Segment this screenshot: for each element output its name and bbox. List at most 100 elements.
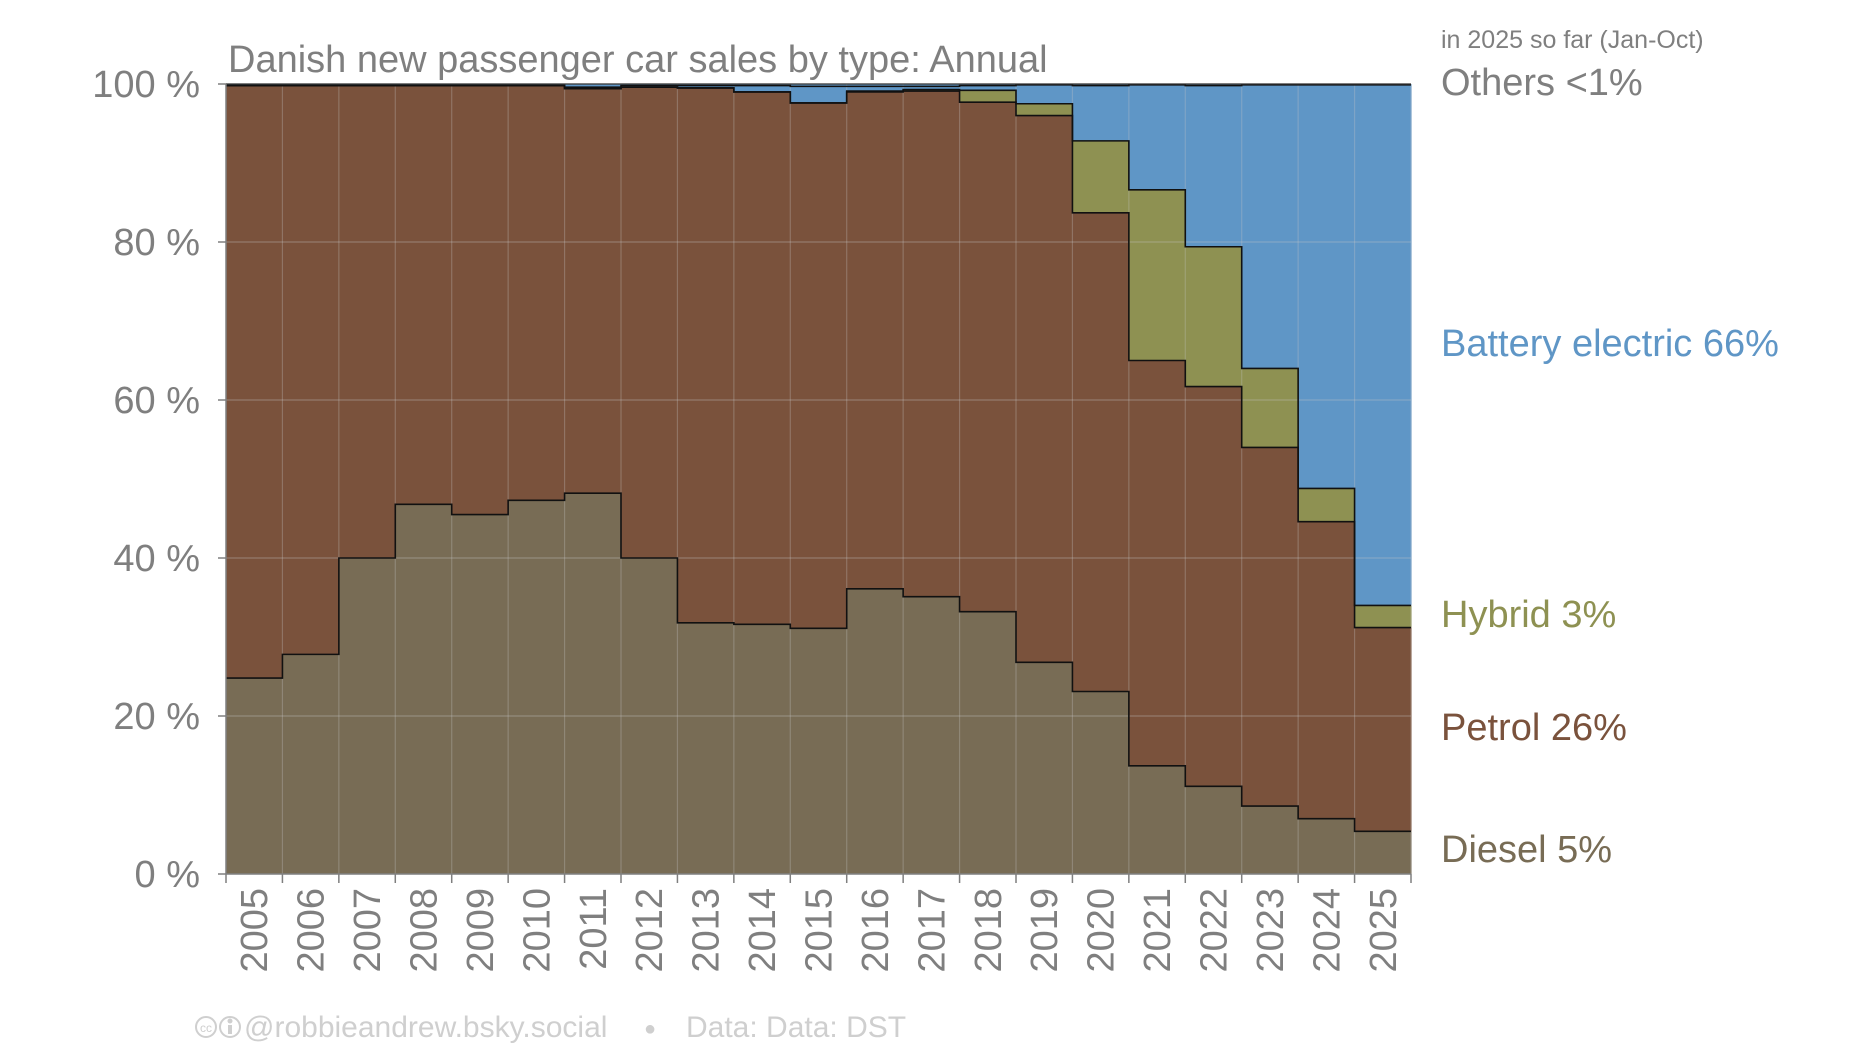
- hybrid-area-2018: [959, 90, 1017, 103]
- x-tick-label-2020: 2020: [1081, 888, 1123, 973]
- petrol-area-2009: [451, 85, 509, 515]
- y-tick-label: 0 %: [135, 854, 200, 896]
- battery-area-2017: [903, 86, 961, 90]
- petrol-area-2005: [226, 85, 284, 679]
- x-tick-label-2008: 2008: [404, 888, 446, 973]
- x-tick-label-2007: 2007: [347, 888, 389, 973]
- diesel-area-2008: [395, 504, 453, 874]
- petrol-area-2022: [1185, 386, 1243, 787]
- x-tick-label-2015: 2015: [799, 888, 841, 973]
- x-tick-label-2025: 2025: [1363, 888, 1405, 973]
- petrol-area-2017: [903, 91, 961, 597]
- footer-source: Data: Data: DST: [686, 1011, 906, 1043]
- diesel-area-2022: [1185, 786, 1243, 874]
- y-tick-label: 100 %: [92, 64, 200, 106]
- petrol-area-2016: [846, 91, 904, 589]
- battery-area-2020: [1072, 85, 1130, 141]
- battery-area-2015: [790, 86, 848, 103]
- battery-area-2023: [1241, 84, 1299, 369]
- battery-area-2013: [677, 85, 735, 88]
- hybrid-area-2025: [1354, 605, 1412, 628]
- diesel-area-2025: [1354, 831, 1412, 874]
- battery-area-2022: [1185, 85, 1243, 247]
- diesel-area-2017: [903, 596, 961, 874]
- x-tick-label-2022: 2022: [1194, 888, 1236, 973]
- x-tick-label-2005: 2005: [234, 888, 276, 973]
- y-tick-label: 20 %: [113, 696, 200, 738]
- diesel-area-2007: [338, 558, 396, 874]
- creative-commons-by-icon: cc: [195, 1016, 241, 1038]
- gridlines: [225, 83, 1412, 875]
- hybrid-area-2020: [1072, 140, 1130, 213]
- diesel-area-2005: [226, 678, 284, 874]
- diesel-area-2015: [790, 628, 848, 874]
- diesel-area-2009: [451, 514, 509, 874]
- others-area-2017: [903, 84, 961, 87]
- battery-area-2018: [959, 85, 1017, 91]
- petrol-area-2014: [733, 91, 791, 625]
- battery-area-2025: [1354, 84, 1412, 606]
- y-tick-label: 80 %: [113, 222, 200, 264]
- x-tick-label-2017: 2017: [911, 888, 953, 973]
- battery-area-2019: [1016, 84, 1074, 104]
- hybrid-area-2024: [1298, 488, 1356, 522]
- petrol-area-2007: [338, 85, 396, 558]
- petrol-area-2021: [1128, 360, 1186, 766]
- x-tick-label-2012: 2012: [629, 888, 671, 973]
- x-tick-label-2006: 2006: [291, 888, 333, 973]
- others-area-2011: [564, 84, 622, 88]
- footer-credit: @robbieandrew.bsky.social: [244, 1011, 607, 1043]
- petrol-area-2025: [1354, 627, 1412, 832]
- x-tick-label-2023: 2023: [1250, 888, 1292, 973]
- diesel-area-2006: [282, 654, 340, 874]
- x-tick-label-2024: 2024: [1306, 888, 1348, 973]
- diesel-area-2021: [1128, 765, 1186, 874]
- battery-area-2016: [846, 86, 904, 92]
- petrol-area-2020: [1072, 212, 1130, 692]
- footer: cc @robbieandrew.bsky.social ● Data: Dat…: [195, 1011, 906, 1043]
- battery-boundary-line: [226, 83, 1411, 88]
- diesel-area-2014: [733, 624, 791, 874]
- diesel-area-2024: [1298, 818, 1356, 874]
- diesel-area-2011: [564, 493, 622, 874]
- hybrid-area-2022: [1185, 246, 1243, 387]
- petrol-area-2024: [1298, 521, 1356, 819]
- diesel-area-2019: [1016, 662, 1074, 874]
- petrol-area-2012: [621, 87, 679, 558]
- diesel-area-2023: [1241, 806, 1299, 874]
- legend-others: Others <1%: [1441, 62, 1643, 104]
- diesel-boundary-line: [226, 492, 1411, 833]
- petrol-area-2008: [395, 85, 453, 505]
- petrol-area-2011: [564, 88, 622, 494]
- diesel-area-2013: [677, 622, 735, 874]
- x-tick-label-2019: 2019: [1024, 888, 1066, 973]
- x-tick-label-2016: 2016: [855, 888, 897, 973]
- chart-title: Danish new passenger car sales by type: …: [228, 39, 1048, 81]
- x-tick-label-2011: 2011: [573, 888, 615, 970]
- diesel-area-2018: [959, 611, 1017, 874]
- petrol-area-2013: [677, 87, 735, 623]
- diesel-area-2020: [1072, 691, 1130, 874]
- others-area-2016: [846, 84, 904, 87]
- stacked-areas: [226, 84, 1412, 874]
- hybrid-area-2023: [1241, 368, 1299, 448]
- battery-area-2021: [1128, 84, 1186, 190]
- petrol-area-2023: [1241, 447, 1299, 807]
- svg-text:cc: cc: [200, 1021, 212, 1035]
- subset-note: in 2025 so far (Jan-Oct): [1441, 26, 1704, 54]
- others-area-2015: [790, 84, 848, 87]
- footer-separator: ●: [644, 1018, 656, 1040]
- legend-hybrid: Hybrid 3%: [1441, 594, 1616, 636]
- petrol-area-2015: [790, 102, 848, 629]
- legend-diesel: Diesel 5%: [1441, 829, 1612, 871]
- legend-battery-electric: Battery electric 66%: [1441, 323, 1779, 365]
- diesel-area-2012: [621, 558, 679, 874]
- diesel-area-2010: [508, 500, 566, 874]
- petrol-area-2018: [959, 102, 1017, 612]
- x-tick-label-2021: 2021: [1137, 888, 1179, 973]
- y-tick-label: 40 %: [113, 538, 200, 580]
- petrol-area-2010: [508, 85, 566, 501]
- battery-area-2024: [1298, 84, 1356, 489]
- battery-area-2014: [733, 85, 791, 92]
